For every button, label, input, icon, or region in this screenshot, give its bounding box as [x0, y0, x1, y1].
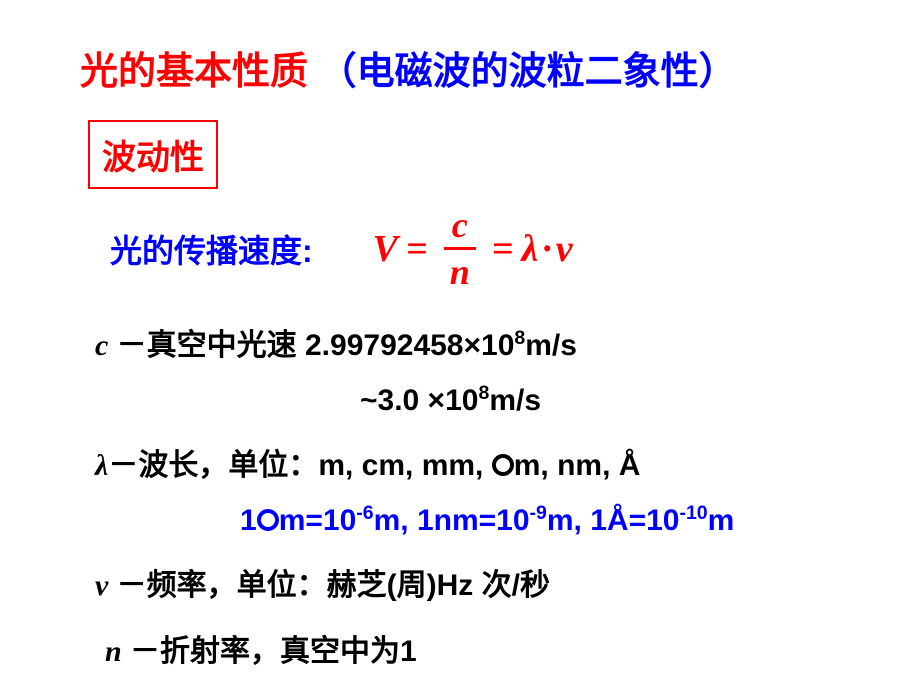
formula-eq2: =: [492, 227, 514, 271]
formula-num: c: [446, 207, 474, 243]
conv-prefix: 1: [240, 504, 257, 537]
nu-sym: ν: [95, 569, 108, 602]
conv-a-exp: -6: [356, 502, 373, 524]
conv-b-exp: -9: [530, 502, 547, 524]
line-c: c －真空中光速 2.99792458×108m/s: [95, 320, 860, 364]
conv-b: m, 1nm=10: [374, 504, 530, 537]
formula-den: n: [444, 254, 476, 290]
c-text: －真空中光速 2.99792458×10: [108, 329, 514, 362]
title-blue-part: （电磁波的波粒二象性）: [319, 51, 737, 93]
formula-dot: ·: [542, 227, 552, 271]
line-nu: ν －频率，单位：赫芝(周)Hz 次/秒: [95, 560, 860, 604]
formula-bar: [444, 247, 476, 250]
slide-content: 光的基本性质 （电磁波的波粒二象性） 波动性 光的传播速度: V = c n =…: [0, 0, 920, 700]
conv-a: m=10: [279, 504, 357, 537]
boxed-heading: 波动性: [88, 120, 218, 189]
micro-icon-2: [257, 509, 279, 531]
formula-nu: ν: [556, 227, 573, 271]
formula-eq1: =: [406, 227, 428, 271]
speed-label: 光的传播速度:: [110, 226, 313, 272]
speed-row: 光的传播速度: V = c n = λ · ν: [80, 207, 860, 290]
c-unit: m/s: [525, 329, 577, 362]
line-approx: ~3.0 ×108m/s: [360, 382, 860, 418]
approx-pre: ~3.0 ×10: [360, 384, 478, 417]
conv-c: m, 1Å=10: [547, 504, 680, 537]
micro-icon: [492, 454, 514, 476]
lambda-sym: λ: [95, 449, 108, 482]
line-lambda: λ－波长，单位：m, cm, mm, m, nm, Å: [95, 440, 860, 484]
line-n: n －折射率，真空中为1: [105, 626, 860, 670]
conv-d: m: [708, 504, 735, 537]
slide-title: 光的基本性质 （电磁波的波粒二象性）: [80, 40, 860, 95]
nu-text: －频率，单位：赫芝(周)Hz 次/秒: [108, 569, 550, 602]
n-text: －折射率，真空中为1: [122, 635, 417, 668]
approx-exp: 8: [478, 382, 489, 404]
approx-unit: m/s: [489, 384, 541, 417]
conv-c-exp: -10: [679, 502, 707, 524]
formula-v: V: [373, 227, 398, 271]
line-conversion: 1 m=10-6m, 1nm=10-9m, 1Å=10-10m: [240, 502, 860, 538]
lambda-text: －波长，单位：m, cm, mm,: [108, 449, 491, 482]
formula-fraction: c n: [444, 207, 476, 290]
lambda-rest: m, nm, Å: [514, 449, 641, 482]
speed-formula: V = c n = λ · ν: [373, 207, 573, 290]
c-exp: 8: [514, 327, 525, 349]
title-red-part: 光的基本性质: [80, 51, 308, 93]
formula-lambda: λ: [521, 227, 538, 271]
c-var: c: [95, 329, 108, 362]
n-var: n: [105, 635, 122, 668]
